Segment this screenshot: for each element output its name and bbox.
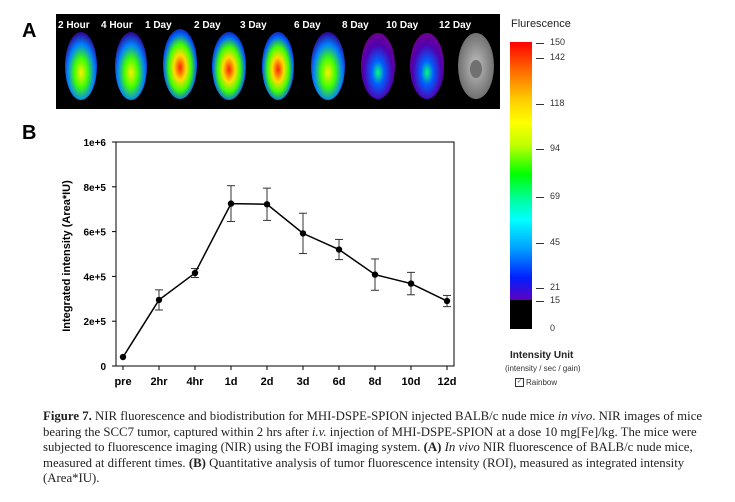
y-tick-label: 2e+5 xyxy=(83,317,106,328)
checkbox-icon: ✓ xyxy=(515,378,524,388)
mouse-3 xyxy=(163,29,197,99)
y-axis-label: Integrated intensity (Area*IU) xyxy=(61,180,73,332)
data-points xyxy=(119,200,451,361)
rainbow-label: Rainbow xyxy=(526,378,558,387)
caption-italic: in vivo xyxy=(557,409,593,423)
y-tick-label: 6e+5 xyxy=(83,228,106,239)
x-tick-label: 4hr xyxy=(186,376,204,388)
y-tick-label: 0 xyxy=(100,362,106,373)
panel-b-label: B xyxy=(22,122,37,144)
scale-title: Flurescence xyxy=(511,18,571,30)
caption-text: injection of MHI-DSPE-SPION at a dose 10… xyxy=(43,424,697,455)
mouse-7 xyxy=(361,33,395,99)
scale-tick-label: 69 xyxy=(550,191,561,201)
mouse-4 xyxy=(212,32,246,100)
x-tick-label: 3d xyxy=(297,376,310,388)
plot-frame xyxy=(115,141,455,367)
mouse-9 xyxy=(458,33,494,99)
x-axis: pre 2hr 4hr 1d 2d 3d 6d 8d 10d 12d xyxy=(114,366,456,388)
time-label: 10 Day xyxy=(386,20,419,31)
x-tick-label: 2d xyxy=(261,376,274,388)
data-point xyxy=(335,246,343,253)
time-label: 2 Hour xyxy=(58,20,90,31)
unit-title: Intensity Unit xyxy=(510,350,574,361)
panel-a-label: A xyxy=(22,20,37,42)
rainbow-option: ✓ Rainbow xyxy=(515,378,558,388)
colorbar xyxy=(510,42,532,329)
scale-tick-label: 0 xyxy=(550,323,556,333)
y-tick-label: 8e+5 xyxy=(83,183,106,194)
time-label: 3 Day xyxy=(240,20,267,31)
y-axis: 0 2e+5 4e+5 6e+5 8e+5 1e+6 xyxy=(83,138,116,373)
y-tick-label: 4e+5 xyxy=(83,272,106,283)
x-tick-label: 2hr xyxy=(150,376,168,388)
caption-italic: In vivo xyxy=(444,440,480,454)
scale-tick-label: 150 xyxy=(550,37,566,47)
figure-caption: Figure 7. NIR fluorescence and biodistri… xyxy=(43,409,723,487)
caption-label: Figure 7. xyxy=(43,409,92,423)
series-line xyxy=(122,202,448,358)
y-tick-label: 1e+6 xyxy=(83,138,106,149)
caption-ref: (A) xyxy=(423,440,442,454)
caption-text: . xyxy=(592,409,596,423)
data-point xyxy=(263,201,271,208)
unit-subtitle: (intensity / sec / gain) xyxy=(505,364,581,373)
time-label: 8 Day xyxy=(342,20,369,31)
data-point xyxy=(155,296,163,304)
x-tick-label: 10d xyxy=(402,376,421,388)
caption-italic: i.v. xyxy=(311,424,327,439)
mouse-1 xyxy=(65,32,97,100)
x-tick-label: 6d xyxy=(333,376,346,388)
mouse-2 xyxy=(115,32,147,100)
x-tick-label: pre xyxy=(114,376,131,388)
caption-text: Quantitative analysis of tumor fluoresce… xyxy=(43,455,685,486)
caption-text: NIR fluorescence and biodistribution for… xyxy=(95,409,558,423)
time-label: 6 Day xyxy=(294,20,321,31)
caption-text: NIR images of mice bearing the SCC7 tumo… xyxy=(43,409,703,439)
time-label: 12 Day xyxy=(439,20,472,31)
scale-tick-label: 118 xyxy=(550,98,565,108)
time-label: 1 Day xyxy=(145,20,172,31)
mouse-fluorescence-images xyxy=(65,29,494,100)
data-point xyxy=(371,271,379,278)
time-label: 4 Hour xyxy=(101,20,133,31)
mouse-image-strip: 2 Hour 4 Hour 1 Day 2 Day 3 Day 6 Day 8 … xyxy=(56,14,500,109)
data-point xyxy=(119,353,127,361)
caption-text: NIR fluorescence of BALB/c nude mice, me… xyxy=(43,440,693,470)
x-tick-label: 12d xyxy=(438,376,457,388)
scale-tick-label: 45 xyxy=(550,237,561,247)
mouse-8 xyxy=(410,33,444,99)
data-point xyxy=(407,280,415,287)
scale-tick-label: 94 xyxy=(550,143,561,153)
colorbar-floor xyxy=(510,300,532,329)
mouse-5 xyxy=(262,32,294,100)
fluorescence-scale: Flurescence 150 142 118 94 69 45 21 15 0… xyxy=(505,14,615,394)
scale-tick-label: 21 xyxy=(550,282,561,292)
scale-tick-label: 142 xyxy=(550,52,566,62)
data-point xyxy=(227,200,235,207)
data-point xyxy=(443,297,451,305)
intensity-chart: 0 2e+5 4e+5 6e+5 8e+5 1e+6 pre 2hr 4hr 1d 2d 3d 6d 8… xyxy=(61,138,456,388)
data-point xyxy=(191,269,199,277)
scale-tick-label: 15 xyxy=(550,295,561,305)
data-point xyxy=(299,230,307,237)
x-tick-label: 8d xyxy=(369,376,382,388)
mouse-6 xyxy=(311,32,345,100)
x-tick-label: 1d xyxy=(225,376,238,388)
error-bars xyxy=(155,185,451,311)
caption-ref: (B) xyxy=(188,455,206,470)
time-label: 2 Day xyxy=(194,20,221,31)
